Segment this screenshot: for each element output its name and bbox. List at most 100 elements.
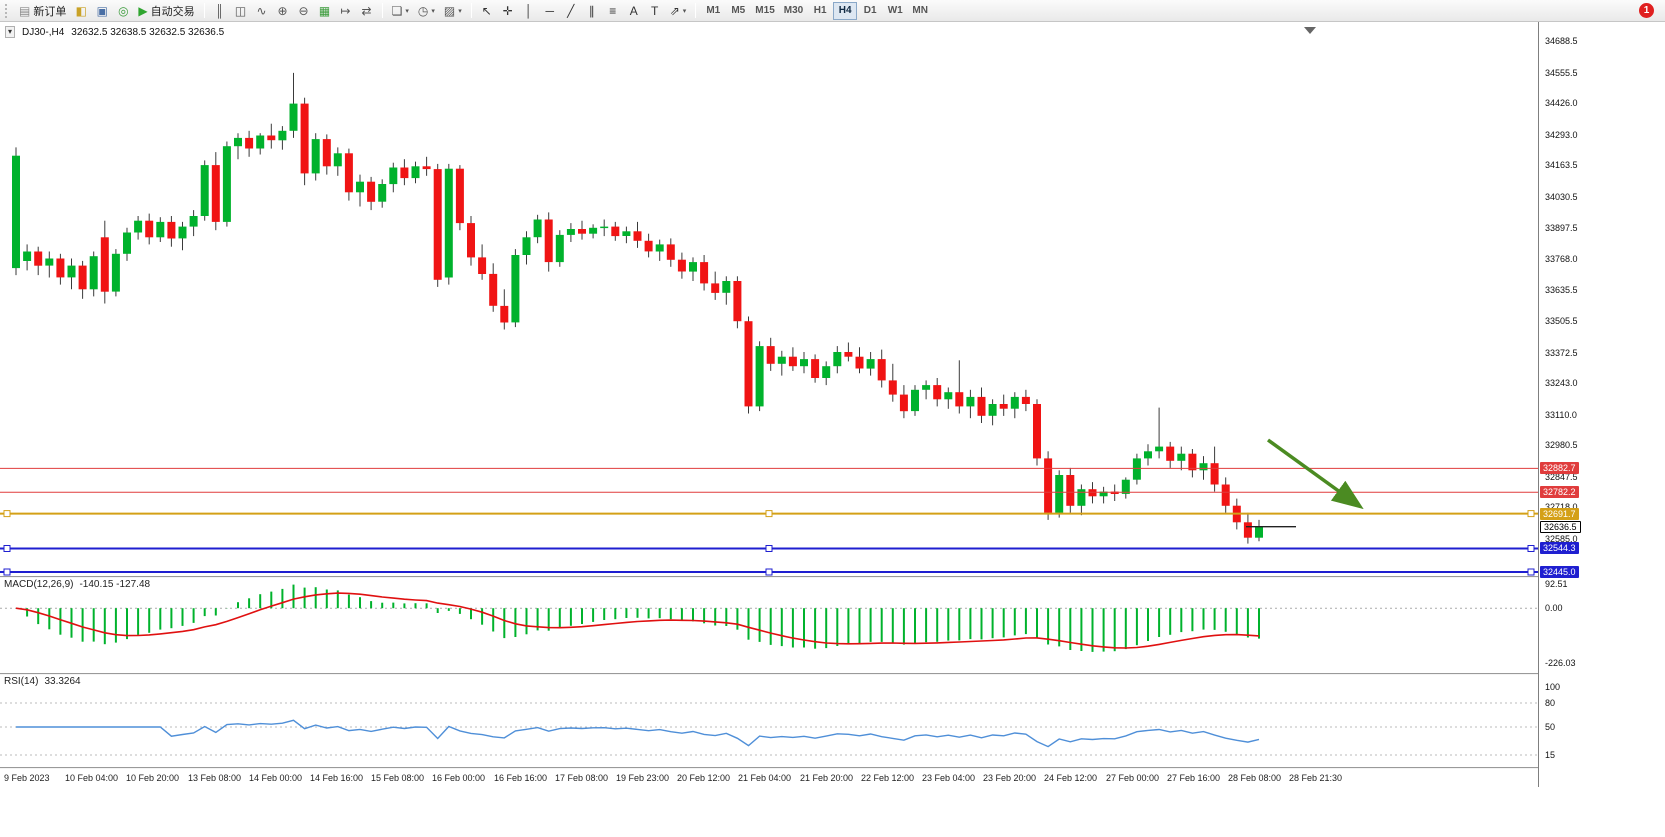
zoom-out-icon: ⊖: [298, 3, 309, 18]
timeframe-m15-button[interactable]: M15: [755, 5, 775, 16]
time-axis-label: 21 Feb 20:00: [800, 773, 854, 783]
periods-button[interactable]: ◷ ▾: [414, 1, 439, 21]
horizontal-line-button[interactable]: ─: [540, 1, 560, 21]
timeframe-h1-button[interactable]: H1: [813, 5, 827, 16]
time-axis-label: 28 Feb 08:00: [1228, 773, 1282, 783]
time-axis-label: 21 Feb 04:00: [738, 773, 792, 783]
time-axis-label: 28 Feb 21:30: [1289, 773, 1343, 783]
arrows-button[interactable]: ⇗ ▾: [666, 1, 691, 21]
line-handle[interactable]: [3, 510, 11, 518]
cursor-button[interactable]: ↖: [477, 1, 497, 21]
time-axis-label: 13 Feb 08:00: [188, 773, 242, 783]
time-axis-label: 14 Feb 16:00: [310, 773, 364, 783]
text-label-icon: T: [651, 3, 659, 18]
timeframe-w1-button[interactable]: W1: [887, 5, 903, 16]
annotation-arrow[interactable]: [1266, 438, 1364, 510]
price-tick-label: 34030.5: [1545, 192, 1578, 202]
chart-window: ▾ DJ30-,H4 32632.5 32638.5 32632.5 32636…: [0, 22, 1665, 787]
bar-chart-icon: ║: [215, 3, 224, 18]
time-axis-label: 19 Feb 23:00: [616, 773, 670, 783]
timeframe-d1-button[interactable]: D1: [863, 5, 877, 16]
rsi-panel[interactable]: [0, 675, 1538, 767]
panel-divider[interactable]: [0, 576, 1665, 578]
price-tick-label: 33768.0: [1545, 254, 1578, 264]
timeframe-h4-button[interactable]: H4: [833, 1, 858, 20]
zoom-out-button[interactable]: ⊖: [294, 1, 314, 21]
toolbar: ▤ 新订单 ◧ ▣ ◎ ▶ 自动交易 ║ ◫ ∿ ⊕ ⊖ ▦ ↦ ⇄ ❏ ▾ ◷ ▾ ▨ ▾ ↖ ✛ │ ─ ╱ ∥ ≡ A T ⇗ ▾ M1 M…: [0, 0, 1665, 22]
price-tick-label: 34555.5: [1545, 68, 1578, 78]
zoom-in-button[interactable]: ⊕: [273, 1, 293, 21]
time-axis-label: 27 Feb 00:00: [1106, 773, 1160, 783]
timeframe-m5-button[interactable]: M5: [731, 5, 746, 16]
time-axis-label: 24 Feb 12:00: [1044, 773, 1098, 783]
candlestick-chart-button[interactable]: ◫: [231, 1, 251, 21]
crosshair-button[interactable]: ✛: [498, 1, 518, 21]
autotrading-button[interactable]: ▶ 自动交易: [134, 1, 198, 21]
trendline-button[interactable]: ╱: [561, 1, 581, 21]
one-click-trading-toggle[interactable]: ▾: [5, 26, 16, 38]
toolbar-drag-handle[interactable]: [5, 3, 10, 18]
line-handle[interactable]: [3, 545, 11, 552]
hline-price-label: 32782.2: [1540, 486, 1579, 498]
time-axis-label: 16 Feb 00:00: [432, 773, 486, 783]
horizontal-line-icon: ─: [545, 3, 554, 18]
rsi-line: [16, 719, 1260, 748]
market-watch-button[interactable]: ◧: [71, 1, 91, 21]
auto-scroll-button[interactable]: ↦: [336, 1, 356, 21]
text-button[interactable]: A: [624, 1, 644, 21]
line-chart-icon: ∿: [256, 3, 267, 18]
chevron-down-icon: ▾: [405, 7, 409, 15]
button-label: 自动交易: [150, 5, 195, 18]
text-icon: A: [629, 3, 638, 18]
vertical-line-button[interactable]: │: [519, 1, 539, 21]
hline-price-label: 32445.0: [1540, 566, 1579, 578]
hline-price-label: 32544.3: [1540, 542, 1579, 554]
line-handle[interactable]: [1527, 545, 1535, 552]
time-axis-label: 14 Feb 00:00: [249, 773, 303, 783]
line-handle[interactable]: [1527, 510, 1535, 518]
line-handle[interactable]: [765, 568, 773, 576]
time-axis-label: 9 Feb 2023: [4, 773, 50, 783]
chart-shift-marker[interactable]: [1304, 27, 1316, 34]
fibonacci-button[interactable]: ≡: [603, 1, 623, 21]
templates-button[interactable]: ▨ ▾: [440, 1, 466, 21]
text-label-button[interactable]: T: [645, 1, 665, 21]
new-chart-button[interactable]: ❏ ▾: [388, 1, 413, 21]
data-window-button[interactable]: ▣: [92, 1, 112, 21]
equidistant-channel-button[interactable]: ∥: [582, 1, 602, 21]
line-handle[interactable]: [765, 545, 773, 552]
price-tick-label: 32847.5: [1545, 472, 1578, 482]
price-tick-label: 32980.5: [1545, 440, 1578, 450]
timeframe-mn-button[interactable]: MN: [912, 5, 928, 16]
time-axis-label: 15 Feb 08:00: [371, 773, 425, 783]
chart-ohlc-readout: 32632.5 32638.5 32632.5 32636.5: [71, 26, 225, 38]
bar-chart-button[interactable]: ║: [210, 1, 230, 21]
price-tick-label: 34426.0: [1545, 98, 1578, 108]
price-axis[interactable]: 34688.5 34555.5 34426.0 34293.0 34163.5 34030…: [1538, 22, 1665, 787]
navigator-button[interactable]: ◎: [113, 1, 133, 21]
time-axis[interactable]: 9 Feb 2023 10 Feb 04:00 10 Feb 20:00 13 Feb…: [0, 769, 1538, 787]
panel-divider[interactable]: [0, 673, 1665, 675]
line-handle[interactable]: [3, 568, 11, 576]
data-window-icon: ▣: [96, 3, 109, 18]
price-tick-label: 33897.5: [1545, 223, 1578, 233]
tile-windows-button[interactable]: ▦: [315, 1, 335, 21]
macd-panel[interactable]: [0, 578, 1538, 673]
price-tick-label: 34163.5: [1545, 160, 1578, 170]
notification-badge[interactable]: 1: [1639, 3, 1654, 18]
line-handle[interactable]: [1527, 568, 1535, 576]
vertical-line-icon: │: [524, 3, 533, 18]
price-tick-label: 33243.0: [1545, 378, 1578, 388]
hline-price-label: 32691.7: [1540, 508, 1579, 520]
line-chart-button[interactable]: ∿: [252, 1, 272, 21]
chart-shift-button[interactable]: ⇄: [357, 1, 377, 21]
line-handle[interactable]: [765, 510, 773, 518]
price-tick-label: 34293.0: [1545, 130, 1578, 140]
timeframe-m30-button[interactable]: M30: [783, 5, 804, 16]
new-order-button[interactable]: ▤ 新订单: [15, 1, 70, 21]
timeframe-m1-button[interactable]: M1: [706, 5, 721, 16]
periods-icon: ◷: [417, 3, 429, 18]
rsi-tick-label: 80: [1545, 698, 1556, 708]
button-label: 新订单: [33, 5, 67, 18]
main-price-chart[interactable]: [0, 22, 1538, 576]
